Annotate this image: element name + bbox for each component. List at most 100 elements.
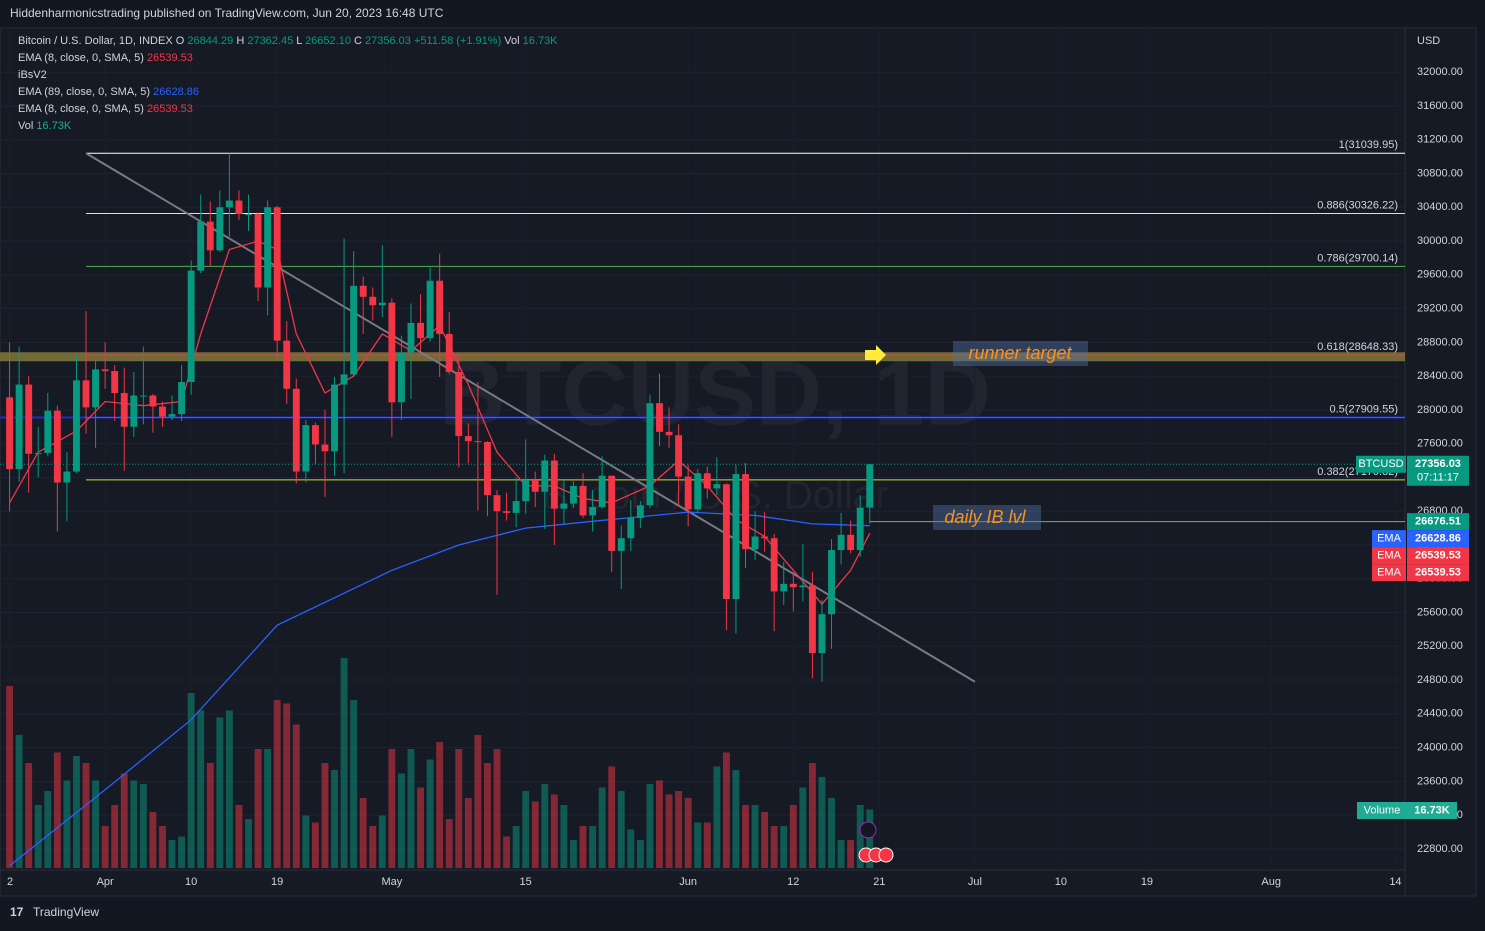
candle-body: [474, 441, 482, 443]
candle-body: [168, 414, 176, 417]
candle-body: [627, 517, 635, 539]
volume-bar: [732, 770, 740, 868]
volume-bar: [245, 819, 252, 868]
field-key: C: [354, 35, 362, 47]
volume-bar: [44, 791, 52, 868]
x-tick-label: 10: [185, 876, 197, 888]
volume-bar: [25, 763, 33, 868]
volume-bar: [617, 791, 625, 868]
indicator-value: 26539.53: [147, 52, 193, 64]
candle-body: [321, 444, 329, 452]
indicator-value: 26628.86: [153, 86, 199, 98]
candle-body: [742, 474, 749, 550]
y-tick-label: 31600.00: [1417, 100, 1463, 112]
price-tag-name: EMA: [1377, 533, 1402, 545]
candle-body: [92, 369, 100, 408]
volume-bar: [254, 749, 262, 868]
volume-bar: [866, 809, 874, 868]
volume-bar: [531, 801, 539, 868]
volume-bar: [761, 812, 769, 868]
volume-tag-name-box: [1357, 802, 1407, 819]
volume-bar: [598, 787, 606, 868]
candle-body: [541, 460, 549, 492]
candle-body: [311, 425, 319, 445]
y-tick-label: 29600.00: [1417, 269, 1463, 281]
x-tick-label: 19: [271, 876, 283, 888]
candle-body: [665, 431, 673, 436]
volume-tag-name: Volume: [1364, 804, 1401, 816]
volume-bar: [789, 805, 797, 868]
volume-bar: [703, 822, 711, 868]
candle-body: [417, 322, 424, 339]
candle-body: [292, 388, 300, 472]
y-tick-label: 24400.00: [1417, 708, 1463, 720]
price-tag-label: 26539.53: [1415, 567, 1461, 579]
volume-bar: [53, 752, 61, 868]
candle-body: [780, 583, 788, 592]
candle-body: [34, 452, 42, 454]
volume-bar: [407, 749, 415, 868]
candle-body: [656, 403, 663, 432]
volume-bar: [378, 815, 386, 868]
event-icon: [878, 847, 894, 863]
x-tick-label: Aug: [1261, 876, 1281, 888]
change: +511.58 (+1.91%): [414, 35, 501, 47]
candle-body: [206, 221, 214, 251]
volume-bar: [464, 798, 472, 868]
indicator-value: 16.73K: [36, 120, 72, 132]
y-tick-label: 30800.00: [1417, 167, 1463, 179]
candle-body: [617, 538, 625, 551]
price-tag-name: EMA: [1377, 550, 1402, 562]
candle-body: [455, 371, 463, 437]
candle-body: [216, 207, 224, 251]
volume-bar: [837, 840, 845, 868]
volume-bar: [139, 784, 147, 868]
volume-bar: [187, 693, 195, 868]
volume-bar: [340, 658, 348, 868]
indicator-name: Vol: [18, 120, 33, 132]
volume-bar: [34, 805, 42, 868]
volume-bar: [159, 826, 166, 868]
volume-bar: [168, 840, 176, 868]
y-tick-label: 23600.00: [1417, 775, 1463, 787]
indicator-legend: iBsV2: [18, 69, 47, 81]
volume-bar: [780, 826, 788, 868]
candle-body: [732, 474, 740, 600]
volume-bar: [656, 780, 663, 868]
volume-bar: [321, 763, 329, 868]
volume-bar: [292, 724, 300, 868]
candle-body: [139, 395, 147, 397]
volume-bar: [684, 798, 692, 868]
volume-bar: [264, 749, 272, 868]
field-key: O: [176, 35, 185, 47]
y-tick-label: 28400.00: [1417, 370, 1463, 382]
candle-body: [187, 270, 195, 383]
price-tag-label: 27356.03: [1415, 458, 1461, 470]
candle-body: [245, 214, 252, 216]
y-tick-label: 25200.00: [1417, 640, 1463, 652]
candle-body: [770, 538, 778, 592]
volume-bar: [350, 700, 358, 868]
candle-body: [837, 534, 845, 551]
candle-body: [713, 484, 721, 489]
volume-bar: [799, 787, 807, 868]
candle-body: [53, 410, 61, 483]
volume-tag-box: [1407, 802, 1457, 819]
price-tag-name-box: [1372, 564, 1406, 582]
volume-bar: [388, 749, 396, 868]
candle-body: [426, 280, 434, 339]
volume-bar: [397, 773, 405, 868]
candle-body: [44, 410, 52, 453]
candle-body: [15, 384, 23, 469]
volume-bar: [206, 763, 214, 868]
volume-bar: [808, 763, 816, 868]
volume-bar: [283, 703, 291, 868]
field-key: L: [296, 35, 302, 47]
candle-body: [484, 441, 491, 496]
field-key: H: [236, 35, 244, 47]
candle-body: [197, 221, 205, 271]
price-tag: [1407, 564, 1469, 582]
x-tick-label: May: [381, 876, 402, 888]
price-tag-name: BTCUSD: [1358, 458, 1403, 470]
x-tick-label: 14: [1389, 876, 1401, 888]
